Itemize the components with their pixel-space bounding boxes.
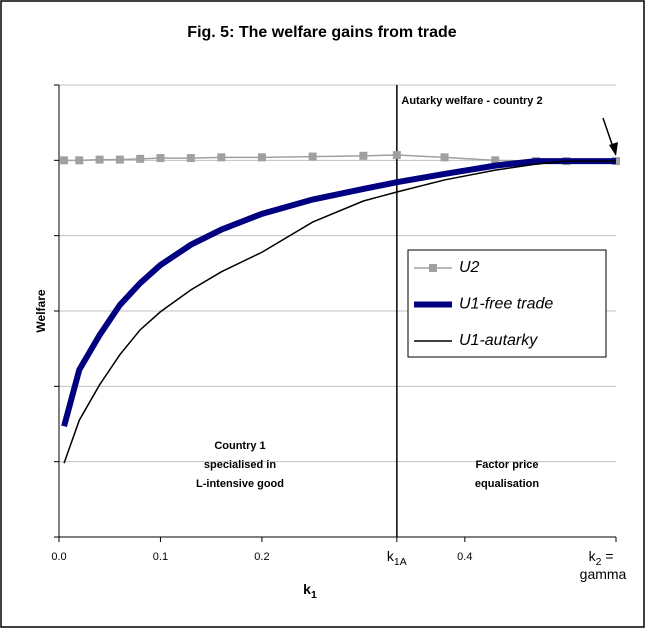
annotation-line: specialised in — [204, 459, 276, 471]
series-line — [63, 160, 616, 464]
marker — [308, 152, 317, 161]
x-tick-label: k2 = gamma — [580, 548, 627, 582]
annotation-line: L-intensive good — [196, 478, 284, 490]
marker — [95, 155, 104, 164]
marker — [156, 154, 165, 163]
marker — [186, 154, 195, 163]
series-line — [61, 158, 616, 428]
x-tick-label: 0.2 — [254, 551, 269, 563]
x-tick-label: 0.0 — [51, 551, 66, 563]
chart-title: Fig. 5: The welfare gains from trade — [187, 24, 456, 41]
marker — [60, 156, 69, 165]
marker — [217, 153, 226, 162]
legend: U2 U1-free trade U1-autarky — [407, 249, 607, 358]
legend-label: U1-free trade — [459, 296, 553, 313]
marker — [491, 156, 500, 165]
marker — [440, 153, 449, 162]
legend-label: U2 — [459, 259, 480, 276]
legend-label: U1-autarky — [459, 332, 538, 349]
x-tick-label: 0.4 — [457, 551, 472, 563]
annotation-line: Country 1 — [214, 440, 265, 452]
marker — [115, 155, 124, 164]
marker — [136, 154, 145, 163]
annotation-line: equalisation — [475, 478, 539, 490]
x-tick-label: k1A — [387, 548, 407, 568]
x-axis-label: k1 — [303, 581, 317, 601]
annotation: Factor price equalisation — [475, 459, 539, 490]
x-tick-label: 0.1 — [153, 551, 168, 563]
marker — [257, 153, 266, 162]
annotation: Country 1 specialised in L-intensive good — [196, 440, 284, 490]
marker — [392, 151, 401, 160]
marker — [75, 156, 84, 165]
annotation: Autarky welfare - country 2 — [401, 95, 542, 107]
legend-marker — [429, 264, 437, 272]
arrow-head — [609, 142, 618, 156]
annotation-line: Factor price — [476, 459, 539, 471]
marker — [359, 151, 368, 160]
y-axis-label: Welfare — [34, 289, 48, 332]
